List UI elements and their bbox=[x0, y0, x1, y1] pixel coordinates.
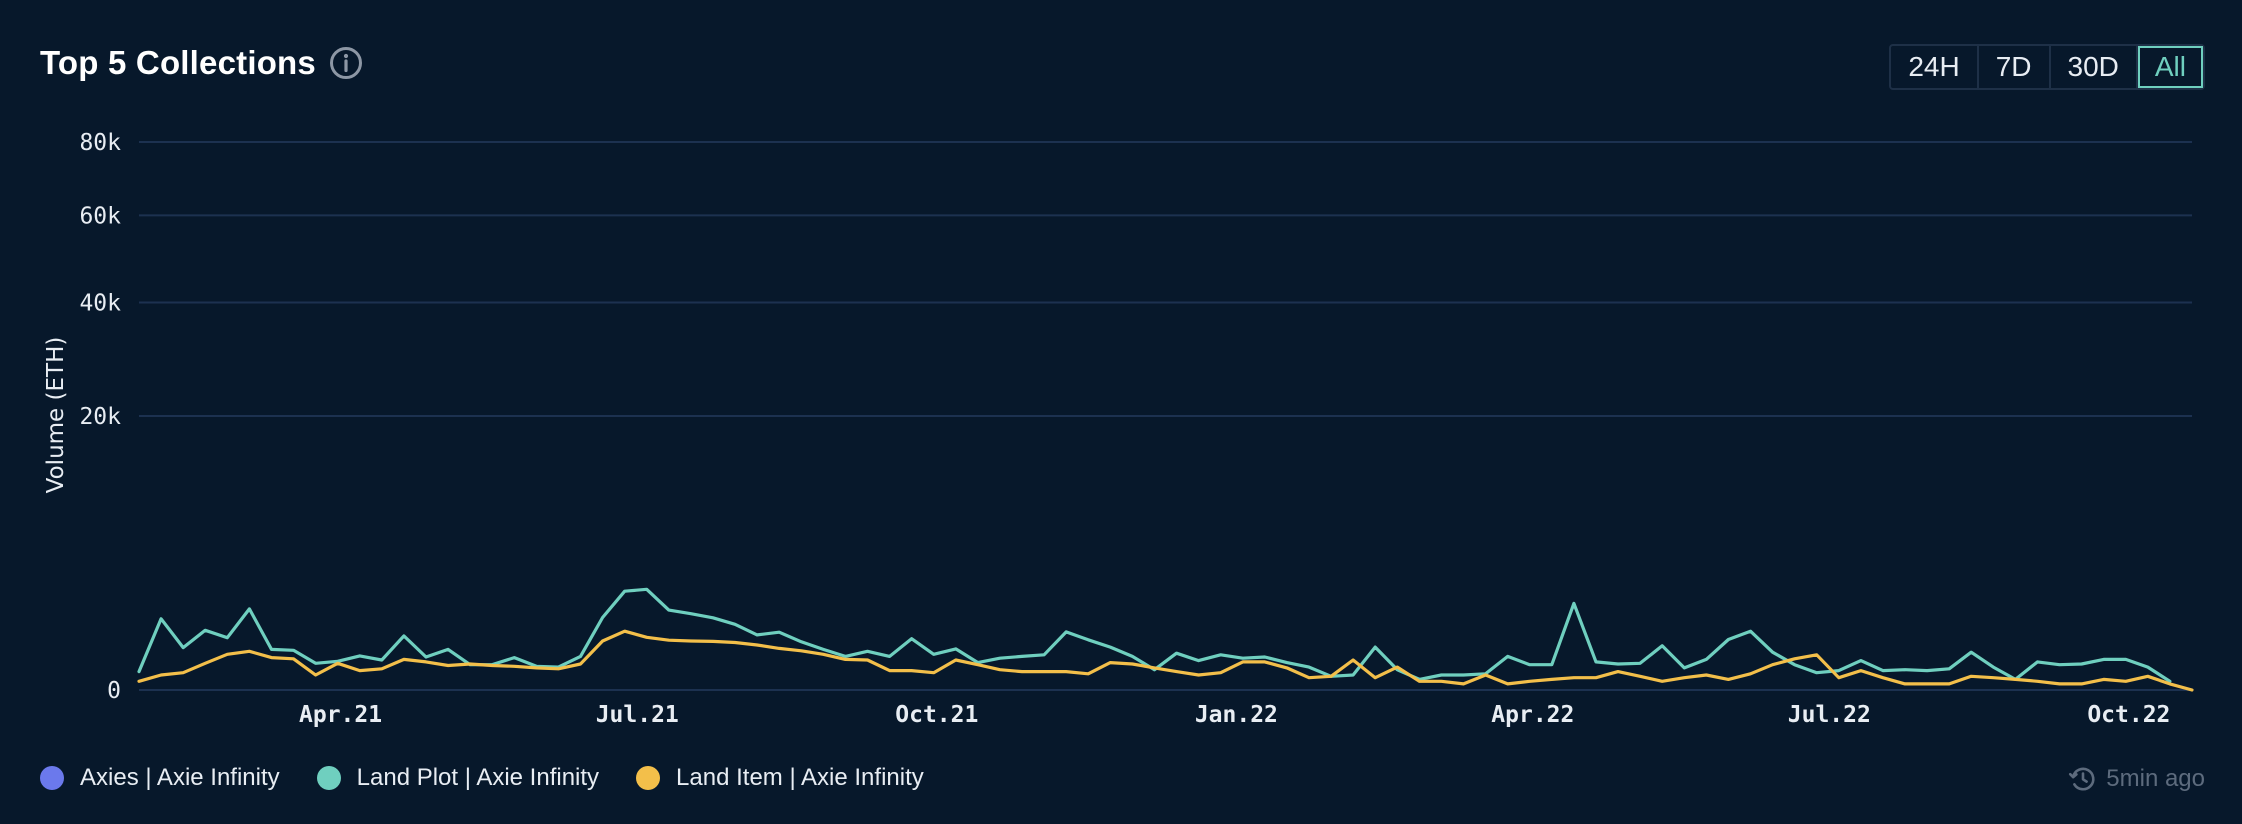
range-button-30d[interactable]: 30D bbox=[2051, 46, 2138, 88]
last-updated-text: 5min ago bbox=[2106, 765, 2205, 792]
series-line-axies bbox=[139, 84, 2192, 691]
x-tick-label: Apr.22 bbox=[1491, 702, 1574, 728]
legend-swatch-land-item bbox=[636, 766, 661, 790]
x-tick-label: Jul.21 bbox=[596, 702, 679, 728]
last-updated: 5min ago bbox=[2068, 764, 2205, 794]
legend-item-land-item[interactable]: Land Item | Axie Infinity bbox=[636, 764, 924, 792]
x-tick-label: Jul.22 bbox=[1788, 702, 1871, 728]
legend-swatch-axies bbox=[40, 766, 64, 790]
legend-label-land-item: Land Item | Axie Infinity bbox=[676, 764, 924, 791]
y-tick-label: 20k bbox=[79, 404, 121, 430]
legend-swatch-land-plot bbox=[316, 766, 341, 790]
y-tick-label: 40k bbox=[79, 291, 121, 317]
clock-refresh-icon bbox=[2068, 764, 2098, 794]
y-tick-label: 60k bbox=[79, 203, 121, 229]
legend-item-land-plot[interactable]: Land Plot | Axie Infinity bbox=[316, 764, 600, 792]
chart-header: Top 5 Collections bbox=[40, 44, 364, 82]
series-lines bbox=[137, 84, 2194, 692]
page-title: Top 5 Collections bbox=[40, 44, 316, 81]
range-button-24h[interactable]: 24H bbox=[1891, 46, 1979, 88]
series-line-land-item bbox=[137, 629, 2194, 692]
y-tick-label: 80k bbox=[79, 130, 121, 156]
volume-line-chart: Volume (ETH) 0 20k 40k 60k 80k Apr.21 Jul.21 O… bbox=[43, 84, 2194, 728]
y-tick-label: 0 bbox=[107, 678, 121, 704]
x-tick-label: Oct.21 bbox=[895, 702, 978, 728]
range-button-7d[interactable]: 7D bbox=[1979, 46, 2051, 88]
chart-legend: Axies | Axie Infinity Land Plot | Axie I… bbox=[40, 764, 961, 792]
time-range-selector: 24H 7D 30D All bbox=[1889, 44, 2205, 90]
x-tick-label: Jan.22 bbox=[1195, 702, 1278, 728]
range-button-all[interactable]: All bbox=[2137, 46, 2203, 88]
info-icon[interactable] bbox=[328, 45, 364, 81]
x-tick-label: Apr.21 bbox=[299, 702, 382, 728]
gridlines bbox=[139, 141, 2192, 691]
x-axis-ticks: Apr.21 Jul.21 Oct.21 Jan.22 Apr.22 Jul.22 Oct.… bbox=[299, 702, 2170, 728]
legend-item-axies[interactable]: Axies | Axie Infinity bbox=[40, 764, 280, 792]
y-axis-ticks: 0 20k 40k 60k 80k bbox=[79, 130, 121, 704]
legend-label-axies: Axies | Axie Infinity bbox=[80, 764, 280, 791]
y-axis-title: Volume (ETH) bbox=[43, 337, 69, 494]
x-tick-label: Oct.22 bbox=[2087, 702, 2170, 728]
legend-label-land-plot: Land Plot | Axie Infinity bbox=[356, 764, 600, 791]
